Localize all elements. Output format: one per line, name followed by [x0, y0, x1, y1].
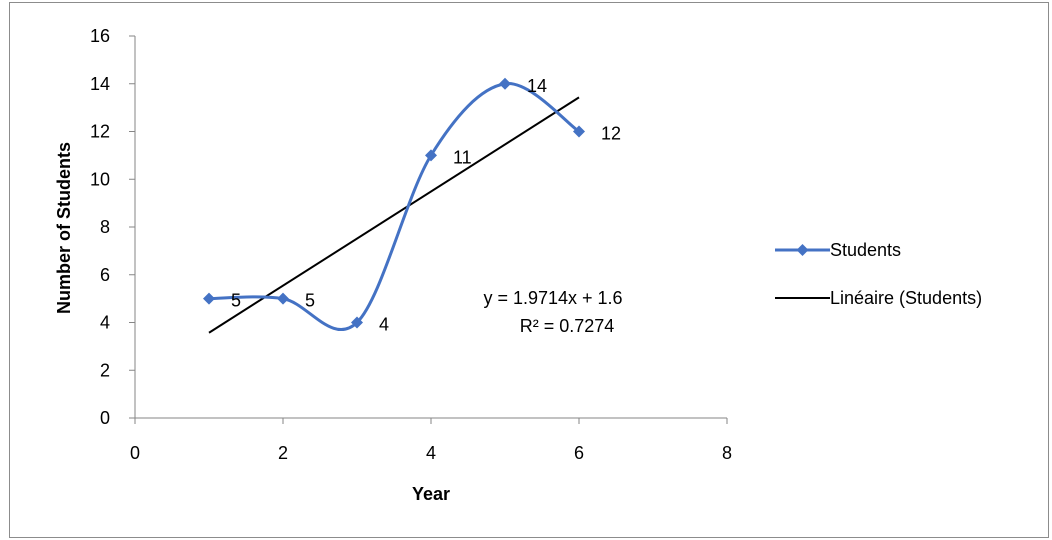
data-point-marker [351, 316, 363, 329]
trendline-r-squared: R² = 0.7274 [520, 316, 615, 336]
data-point-marker [277, 292, 289, 305]
y-tick-label: 6 [100, 265, 110, 285]
y-tick-label: 10 [90, 169, 110, 189]
data-label: 12 [601, 124, 621, 144]
data-label: 5 [231, 291, 241, 311]
data-label: 5 [305, 291, 315, 311]
y-axis-title: Number of Students [54, 142, 74, 314]
x-tick-label: 0 [130, 443, 140, 463]
series-layer [203, 77, 585, 331]
x-tick-label: 4 [426, 443, 436, 463]
data-point-marker [203, 292, 215, 305]
y-tick-label: 14 [90, 74, 110, 94]
y-tick-label: 12 [90, 122, 110, 142]
legend: Students Linéaire (Students) [775, 240, 982, 308]
x-tick-label: 8 [722, 443, 732, 463]
data-point-marker [499, 77, 511, 90]
data-point-marker [573, 125, 585, 138]
trendline-equation: y = 1.9714x + 1.6 [483, 288, 622, 308]
y-tick-label: 2 [100, 360, 110, 380]
y-tick-label: 4 [100, 313, 110, 333]
x-axis-title: Year [412, 484, 450, 504]
data-label: 11 [453, 147, 472, 167]
data-labels: 5 5 4 11 14 12 [231, 76, 621, 335]
legend-students-marker [796, 244, 809, 256]
data-label: 14 [527, 76, 547, 96]
data-label: 4 [379, 315, 389, 335]
x-tick-label: 2 [278, 443, 288, 463]
trendline-layer [208, 96, 580, 334]
y-tick-label: 0 [100, 408, 110, 428]
y-tick-label: 8 [100, 217, 110, 237]
axes: 0 2 4 6 8 10 12 14 16 0 2 4 6 8 [90, 26, 732, 463]
trendline [208, 96, 580, 334]
legend-trendline-label: Linéaire (Students) [830, 288, 982, 308]
x-tick-label: 6 [574, 443, 584, 463]
legend-students-label: Students [830, 240, 901, 260]
data-point-marker [425, 149, 437, 162]
y-tick-label: 16 [90, 26, 110, 46]
